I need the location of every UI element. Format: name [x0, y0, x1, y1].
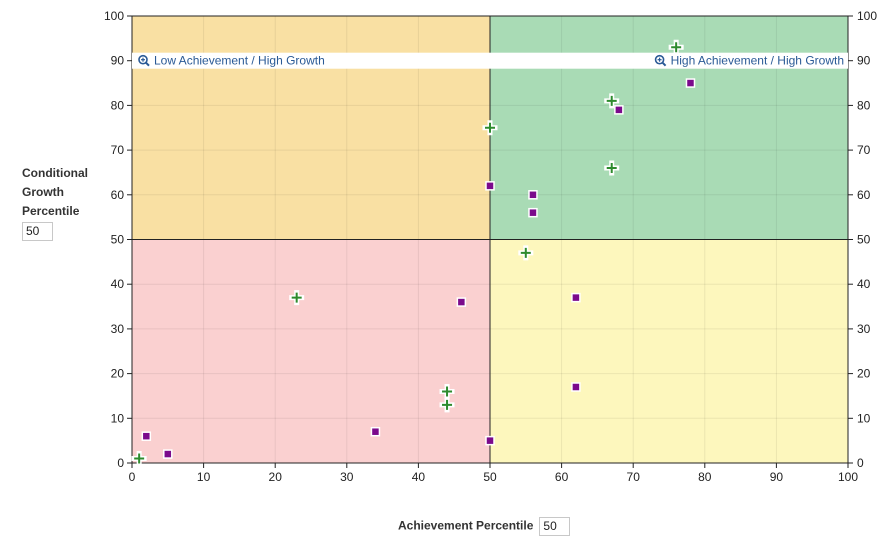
data-point-square — [528, 190, 538, 200]
data-point-plus — [668, 39, 684, 55]
data-point-plus — [439, 383, 455, 399]
x-tick-label: 40 — [412, 470, 426, 484]
achievement-percentile-threshold-input[interactable]: 50 — [539, 517, 571, 536]
plus-mark — [606, 162, 617, 173]
plus-mark — [291, 292, 302, 303]
plus-mark — [442, 399, 453, 410]
x-tick-label: 70 — [627, 470, 641, 484]
data-point-square — [485, 181, 495, 191]
y-tick-label-left: 10 — [111, 411, 125, 425]
x-tick-label: 90 — [770, 470, 784, 484]
quadrant-label-band: Low Achievement / High Growth High Achiev… — [132, 52, 848, 69]
y-tick-label-right: 30 — [857, 322, 871, 336]
y-tick-label-right: 60 — [857, 188, 871, 202]
y-tick-label-left: 60 — [111, 188, 125, 202]
data-point-plus — [518, 245, 534, 261]
x-tick-label: 10 — [197, 470, 211, 484]
x-tick-label: 30 — [340, 470, 354, 484]
data-point-square — [614, 105, 624, 115]
data-point-square — [685, 78, 696, 88]
y-axis-label: Conditional Growth Percentile — [22, 164, 88, 221]
zoom-handle — [145, 61, 150, 67]
y-tick-label-right: 70 — [857, 143, 871, 157]
data-point-square — [571, 382, 581, 392]
y-tick-label-left: 80 — [111, 98, 125, 112]
data-point-plus — [604, 93, 620, 109]
y-tick-label-left: 30 — [111, 322, 125, 336]
data-point-square — [370, 426, 381, 437]
y-tick-label-right: 10 — [857, 411, 871, 425]
data-point-square — [141, 431, 152, 441]
zoom-lens — [138, 54, 148, 65]
data-point-plus — [604, 160, 620, 176]
y-tick-label-right: 100 — [857, 9, 877, 23]
y-tick-label-right: 80 — [857, 98, 871, 112]
y-tick-label-left: 20 — [111, 367, 125, 381]
data-point-square — [485, 435, 495, 446]
plus-mark — [606, 95, 617, 106]
data-point-plus — [131, 451, 147, 467]
data-point-square — [528, 207, 538, 218]
x-axis-label: Achievement Percentile — [398, 518, 534, 533]
y-tick-label-left: 100 — [104, 9, 124, 23]
plus-mark — [485, 122, 495, 133]
data-point-square — [571, 292, 581, 303]
y-tick-label-right: 20 — [857, 367, 871, 381]
plus-mark — [520, 247, 531, 258]
y-tick-label-right: 50 — [857, 233, 871, 247]
x-tick-label: 20 — [269, 470, 283, 484]
zoom-in-icon — [138, 54, 150, 67]
x-tick-label: 0 — [129, 470, 136, 484]
y-tick-label-right: 0 — [857, 456, 864, 470]
y-tick-label-left: 70 — [111, 143, 125, 157]
y-axis-label-line: Conditional — [22, 166, 88, 180]
threshold-lines — [132, 16, 848, 463]
data-points — [131, 39, 696, 467]
y-tick-label-left: 40 — [111, 277, 125, 291]
y-tick-label-right: 40 — [857, 277, 871, 291]
growth-percentile-threshold-input[interactable]: 50 — [22, 222, 53, 241]
quadrant-label-high-achievement-high-growth: High Achievement / High Growth — [671, 54, 844, 68]
x-tick-label: 60 — [555, 470, 569, 484]
data-point-plus — [289, 290, 305, 306]
zoom-lens — [654, 54, 665, 65]
zoom-in-icon — [654, 54, 667, 67]
quadrant-high-achievement-low-growth — [490, 239, 848, 463]
plus-mark — [671, 42, 682, 53]
data-point-square — [456, 297, 467, 307]
y-tick-label-left: 50 — [111, 233, 125, 247]
quadrant-label-band — [132, 52, 848, 69]
y-axis-label-line: Percentile — [22, 204, 80, 218]
y-tick-label-left: 0 — [117, 456, 124, 470]
x-tick-label: 50 — [483, 470, 497, 484]
quadrant-low-achievement-low-growth — [132, 239, 490, 463]
plus-mark — [134, 453, 145, 464]
data-point-plus — [482, 120, 498, 136]
x-tick-label: 100 — [838, 470, 858, 484]
quadrant-label-low-achievement-high-growth: Low Achievement / High Growth — [154, 54, 325, 68]
y-tick-label-right: 90 — [857, 54, 871, 68]
x-tick-label: 80 — [698, 470, 712, 484]
y-axis-label-line: Growth — [22, 185, 64, 199]
data-point-square — [163, 449, 173, 459]
data-point-plus — [439, 397, 455, 413]
y-tick-label-left: 90 — [111, 54, 125, 68]
quadrant-low-achievement-high-growth — [132, 16, 490, 240]
zoom-handle — [661, 61, 667, 67]
x-axis-label-row: Achievement Percentile 50 — [398, 517, 571, 536]
plus-mark — [442, 386, 453, 397]
